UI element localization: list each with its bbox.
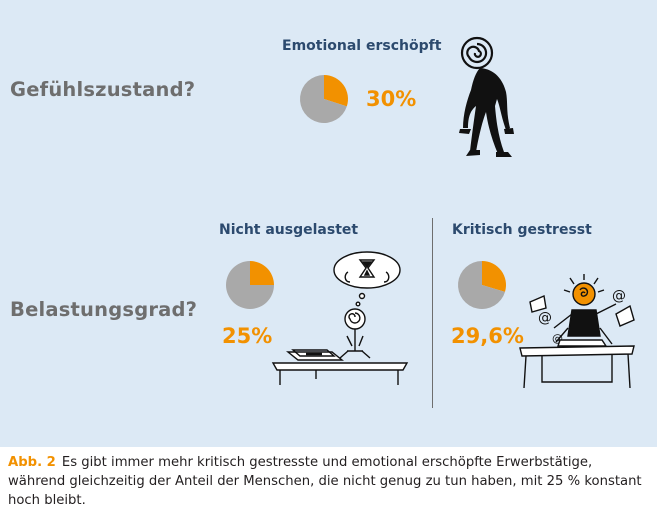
- slice-accent: [324, 75, 349, 107]
- row-label-load: Belastungsgrad?: [10, 298, 198, 321]
- row-label-feeling: Gefühlszustand?: [10, 78, 196, 101]
- bored-person-icon: [271, 251, 409, 385]
- chart-title-exhausted: Emotional erschöpft: [282, 38, 442, 54]
- caption-body: Es gibt immer mehr kritisch gestresste u…: [8, 455, 642, 508]
- svg-text:@: @: [612, 288, 626, 304]
- exhausted-person-icon: [459, 36, 514, 157]
- chart-title-stressed: Kritisch gestresst: [452, 222, 592, 238]
- caption-text: Abb. 2 Es gibt immer mehr kritisch gestre…: [8, 453, 653, 510]
- svg-text:@: @: [538, 310, 552, 326]
- section-divider: [432, 218, 433, 408]
- slice-rest: [300, 75, 347, 124]
- value-label-stressed: 29,6%: [451, 324, 524, 348]
- chart-title-bored: Nicht ausgelastet: [219, 222, 359, 238]
- caption-label: Abb. 2: [8, 455, 56, 470]
- slice-rest: [457, 261, 506, 309]
- slice-rest: [226, 261, 274, 309]
- slice-accent: [482, 261, 506, 292]
- value-label-bored: 25%: [222, 324, 273, 348]
- stressed-person-icon: @ @ @: [519, 274, 635, 389]
- figure-caption: Abb. 2 Es gibt immer mehr kritisch gestre…: [0, 447, 657, 508]
- svg-text:@: @: [552, 332, 563, 345]
- chart-area: Gefühlszustand? Belastungsgrad? Emotiona…: [10, 36, 635, 408]
- value-label-exhausted: 30%: [366, 87, 417, 111]
